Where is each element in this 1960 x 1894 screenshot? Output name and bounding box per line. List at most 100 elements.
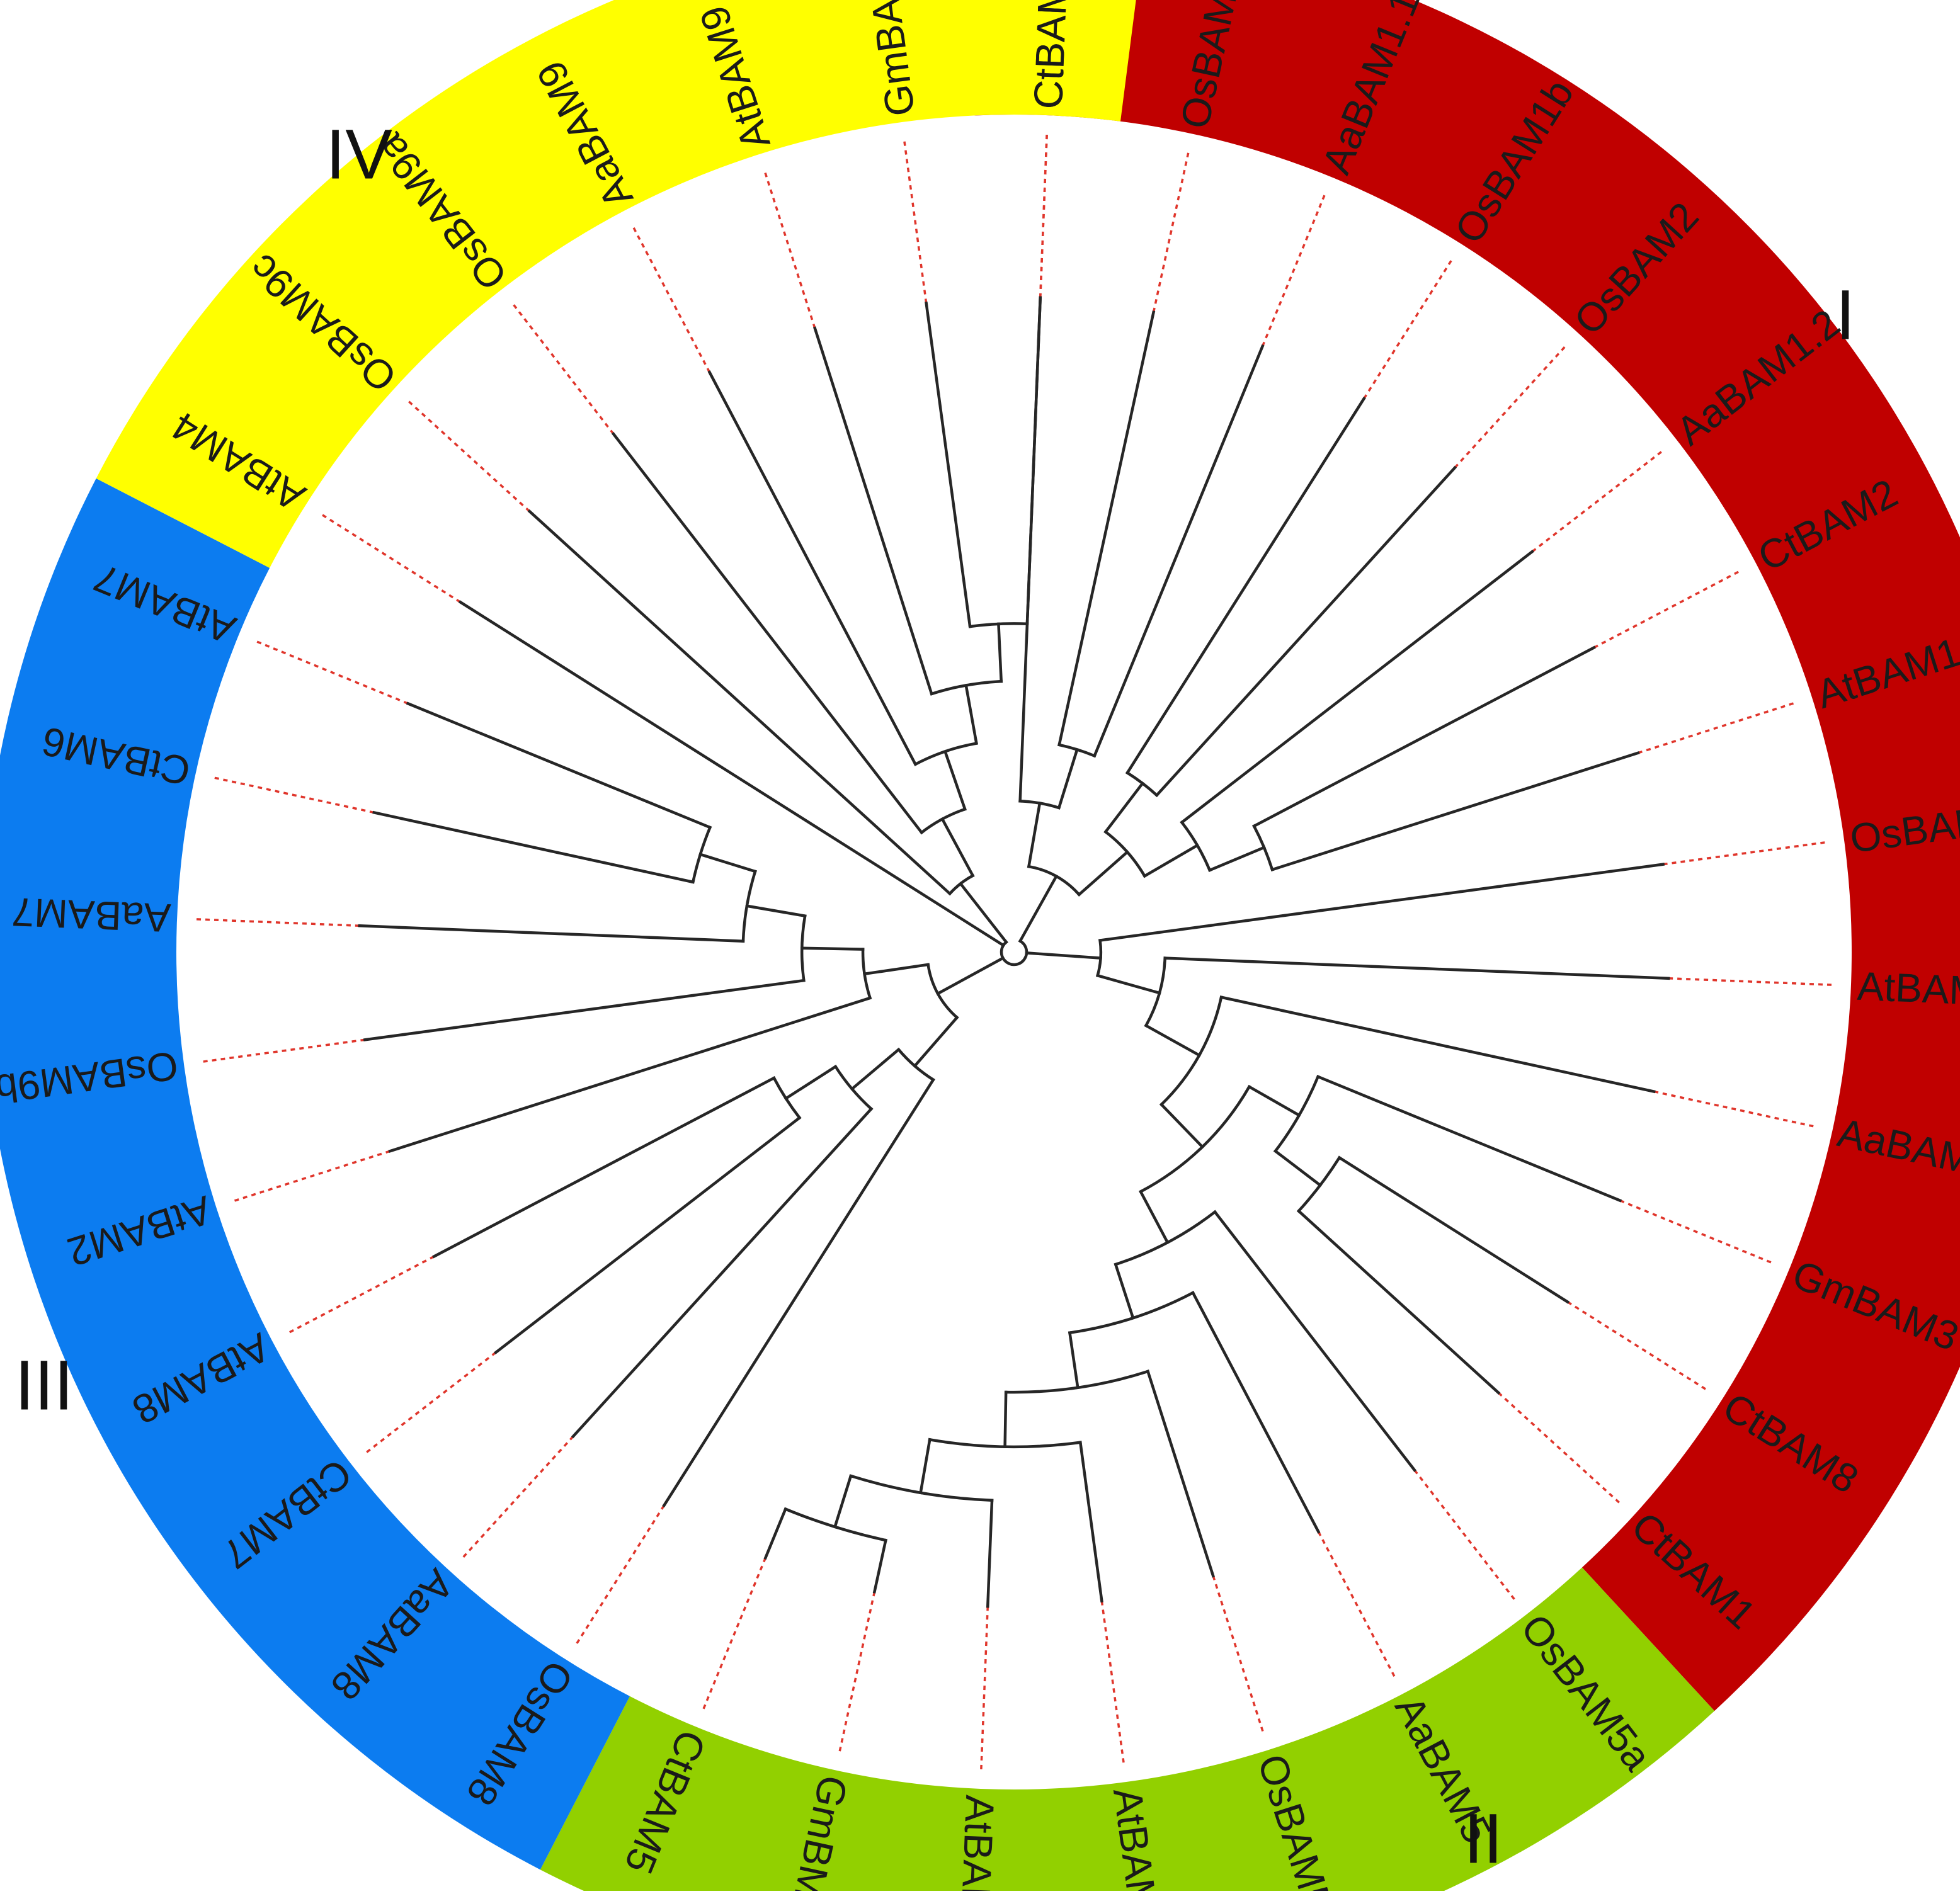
tree-branch-arc-87 xyxy=(947,873,975,896)
tree-branch-edge-71 xyxy=(432,1076,776,1259)
tree-branch-edge-25 xyxy=(1098,863,1665,943)
leaf-guide-31 xyxy=(407,400,530,513)
leaf-guide-30 xyxy=(321,513,461,603)
leaf-guide-28 xyxy=(214,776,375,814)
tree-branch-arc-20 xyxy=(1252,824,1274,871)
tree-branch-edge-92 xyxy=(943,749,967,811)
tree-branch-edge-18 xyxy=(1180,549,1535,825)
leaf-guides xyxy=(195,133,1833,1771)
tree-branch-edge-95 xyxy=(964,683,978,746)
tree-branch-edge-60 xyxy=(935,956,1005,996)
leaf-guide-14 xyxy=(1413,1469,1516,1601)
leaf-guide-9 xyxy=(1668,977,1833,986)
tree-branch-edge-41 xyxy=(1139,1189,1170,1245)
tree-branch-arc-57 xyxy=(783,1507,887,1542)
leaf-guide-29 xyxy=(256,640,409,705)
tree-branches xyxy=(358,296,1670,1608)
tree-branch-edge-39 xyxy=(1337,1155,1570,1304)
leaf-guide-34 xyxy=(764,172,816,329)
tree-branch-edge-49 xyxy=(1146,1369,1216,1578)
tree-branch-arc-69 xyxy=(772,1076,802,1120)
tree-branch-arc-13 xyxy=(1125,771,1159,798)
tree-branch-arc-99 xyxy=(968,622,1029,628)
leaf-label: AtBAM3 xyxy=(1856,963,1960,1014)
clade-sector-iv xyxy=(96,0,1136,568)
tree-branch-arc-66 xyxy=(833,1064,874,1111)
tree-branch-edge-88 xyxy=(527,509,952,896)
leaf-guide-17 xyxy=(1100,1601,1125,1764)
leaf-guide-20 xyxy=(702,1557,766,1710)
tree-branch-edge-55 xyxy=(986,1499,994,1608)
leaf-label: CtBAM3 xyxy=(1025,0,1077,110)
tree-branch-edge-3 xyxy=(1027,801,1042,868)
leaf-guide-21 xyxy=(575,1505,665,1645)
tree-branch-edge-28 xyxy=(1163,956,1670,980)
leaf-guide-10 xyxy=(1653,1090,1815,1128)
tree-branch-edge-81 xyxy=(698,853,757,873)
tree-branch-arc-11 xyxy=(1103,829,1147,878)
tree-branch-edge-86 xyxy=(958,882,1008,944)
tree-branch-edge-94 xyxy=(707,370,918,766)
tree-branch-arc-2 xyxy=(1027,865,1081,897)
leaf-guide-5 xyxy=(1531,450,1663,553)
tree-branch-edge-77 xyxy=(363,978,806,1041)
clade-label-i: I xyxy=(1835,276,1855,354)
leaf-guide-13 xyxy=(1498,1392,1621,1504)
tree-branch-arc-61 xyxy=(926,963,959,1020)
tree-branch-arc-35 xyxy=(1273,1075,1320,1154)
leaf-guide-32 xyxy=(512,303,615,435)
tree-branch-edge-32 xyxy=(1159,1102,1205,1149)
tree-branch-arc-63 xyxy=(896,1047,935,1082)
tree-branch-edge-29 xyxy=(1144,1023,1202,1058)
leaf-guide-19 xyxy=(838,1591,876,1752)
tree-branch-arc-42 xyxy=(1114,1210,1217,1266)
tree-branch-edge-89 xyxy=(940,817,975,878)
tree-branch-arc-38 xyxy=(1296,1155,1342,1213)
tree-branch-edge-34 xyxy=(1247,1084,1301,1118)
leaf-guide-35 xyxy=(903,140,928,303)
tree-branch-edge-23 xyxy=(1025,951,1102,960)
tree-branch-arc-48 xyxy=(1004,1369,1150,1394)
tree-branch-edge-101 xyxy=(1025,296,1042,626)
tree-branch-arc-90 xyxy=(920,807,967,835)
leaf-guide-16 xyxy=(1212,1575,1264,1732)
tree-branch-edge-50 xyxy=(1003,1390,1008,1448)
leaf-guide-15 xyxy=(1317,1531,1396,1677)
tree-branch-edge-85 xyxy=(458,600,1006,948)
tree-branch-edge-98 xyxy=(997,622,1003,683)
leaf-guide-11 xyxy=(1619,1199,1772,1264)
tree-branch-edge-62 xyxy=(913,1015,959,1069)
tree-branch-edge-65 xyxy=(850,1047,901,1091)
tree-branch-edge-9 xyxy=(1092,344,1265,758)
tree-branch-edge-22 xyxy=(1270,751,1640,871)
clade-label-ii: II xyxy=(1464,1800,1503,1878)
tree-branch-edge-36 xyxy=(1316,1075,1622,1203)
leaf-guide-7 xyxy=(1638,702,1794,754)
tree-branch-arc-73 xyxy=(861,948,872,1000)
tree-branch-edge-100 xyxy=(925,301,972,628)
tree-branch-edge-31 xyxy=(1219,995,1656,1094)
tree-branch-arc-93 xyxy=(913,741,978,766)
tree-branch-edge-8 xyxy=(1057,310,1156,747)
tree-branch-edge-12 xyxy=(1103,781,1145,834)
clade-sector-ii xyxy=(540,1567,1715,1894)
tree-branch-edge-1 xyxy=(1018,874,1059,943)
leaf-guide-18 xyxy=(980,1606,989,1771)
leaf-guide-33 xyxy=(632,227,711,373)
leaf-guide-24 xyxy=(288,1255,435,1334)
tree-branch-edge-44 xyxy=(1114,1262,1135,1320)
tree-branch-edge-72 xyxy=(863,963,930,976)
leaf-guide-12 xyxy=(1567,1301,1707,1391)
leaf-guide-36 xyxy=(1039,133,1048,298)
tree-branch-edge-46 xyxy=(1191,1291,1321,1534)
clade-label-iv: IV xyxy=(326,115,392,194)
tree-branch-edge-97 xyxy=(812,326,933,696)
tree-branch-edge-74 xyxy=(388,996,872,1154)
tree-branch-edge-53 xyxy=(919,1438,932,1495)
tree-branch-arc-79 xyxy=(741,870,757,943)
tree-branch-arc-76 xyxy=(800,914,807,982)
tree-branch-edge-47 xyxy=(1068,1331,1080,1390)
tree-branch-edge-14 xyxy=(1125,396,1366,775)
